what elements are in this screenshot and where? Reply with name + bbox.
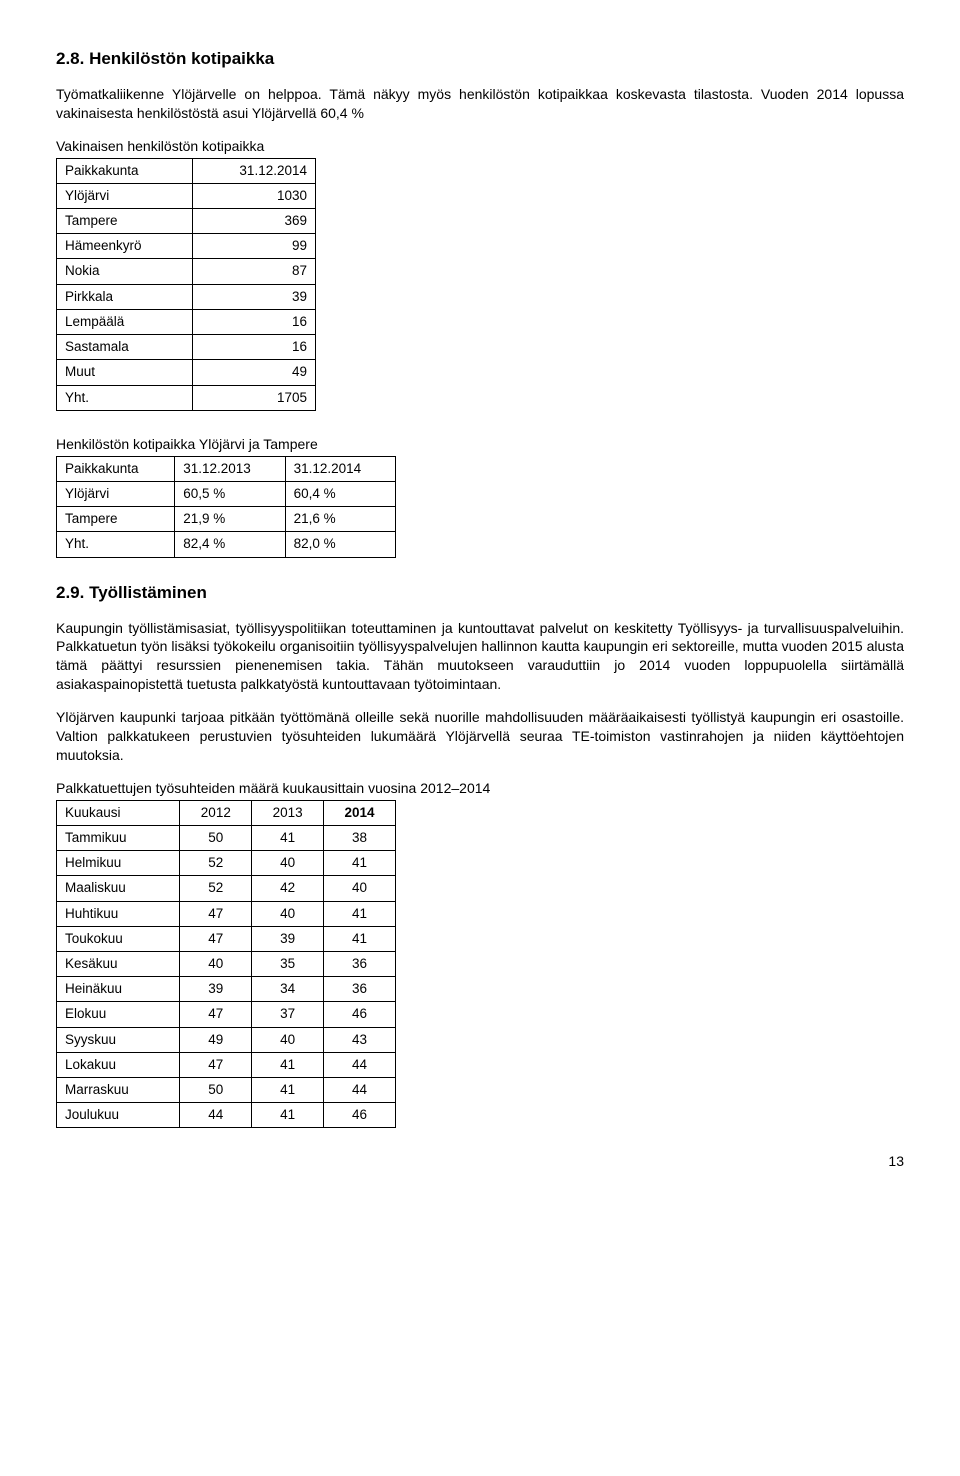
table-cell: 46 xyxy=(324,1103,396,1128)
table-cell: Maaliskuu xyxy=(57,876,180,901)
table-cell: Heinäkuu xyxy=(57,977,180,1002)
table-cell: Marraskuu xyxy=(57,1078,180,1103)
table-cell: 87 xyxy=(193,259,316,284)
page-number: 13 xyxy=(56,1152,904,1171)
table-cell: 46 xyxy=(324,1002,396,1027)
table-cell: Ylöjärvi xyxy=(57,183,193,208)
table-cell: 369 xyxy=(193,209,316,234)
table-cell: 40 xyxy=(324,876,396,901)
table-cell: 31.12.2013 xyxy=(175,456,285,481)
table-cell: Paikkakunta xyxy=(57,158,193,183)
table-kotipaikka: Paikkakunta31.12.2014Ylöjärvi1030Tampere… xyxy=(56,158,316,411)
table-cell: 31.12.2014 xyxy=(285,456,395,481)
table-cell: 44 xyxy=(180,1103,252,1128)
table-cell: 41 xyxy=(252,1078,324,1103)
table-cell: 1705 xyxy=(193,385,316,410)
table-cell: Hämeenkyrö xyxy=(57,234,193,259)
table-cell: 49 xyxy=(193,360,316,385)
table-header-cell: 2013 xyxy=(252,800,324,825)
table-cell: 43 xyxy=(324,1027,396,1052)
table-cell: Sastamala xyxy=(57,335,193,360)
section-heading-29: 2.9. Työllistäminen xyxy=(56,582,904,605)
table-monthly: Kuukausi201220132014Tammikuu504138Helmik… xyxy=(56,800,396,1129)
table-cell: 99 xyxy=(193,234,316,259)
table-cell: Ylöjärvi xyxy=(57,481,175,506)
table-cell: 40 xyxy=(180,951,252,976)
table-cell: 40 xyxy=(252,901,324,926)
table-cell: Lempäälä xyxy=(57,309,193,334)
table-cell: 41 xyxy=(324,851,396,876)
table-cell: 52 xyxy=(180,851,252,876)
table2-caption: Henkilöstön kotipaikka Ylöjärvi ja Tampe… xyxy=(56,435,904,454)
table-cell: Huhtikuu xyxy=(57,901,180,926)
table-cell: Muut xyxy=(57,360,193,385)
table-cell: Syyskuu xyxy=(57,1027,180,1052)
table-cell: 21,9 % xyxy=(175,507,285,532)
table-cell: 36 xyxy=(324,977,396,1002)
table-cell: 47 xyxy=(180,1052,252,1077)
table-cell: 40 xyxy=(252,1027,324,1052)
table-cell: 60,4 % xyxy=(285,481,395,506)
table-cell: 41 xyxy=(252,825,324,850)
section-heading-28: 2.8. Henkilöstön kotipaikka xyxy=(56,48,904,71)
table-header-cell: Kuukausi xyxy=(57,800,180,825)
table-cell: 41 xyxy=(252,1052,324,1077)
table-cell: 52 xyxy=(180,876,252,901)
table-cell: Yht. xyxy=(57,532,175,557)
table-cell: 39 xyxy=(193,284,316,309)
table-header-cell: 2012 xyxy=(180,800,252,825)
table-cell: 31.12.2014 xyxy=(193,158,316,183)
table-cell: Nokia xyxy=(57,259,193,284)
table-cell: 40 xyxy=(252,851,324,876)
table-cell: 16 xyxy=(193,309,316,334)
table-cell: 82,0 % xyxy=(285,532,395,557)
table-cell: Pirkkala xyxy=(57,284,193,309)
table-cell: 44 xyxy=(324,1052,396,1077)
table-cell: Toukokuu xyxy=(57,926,180,951)
section28-para1: Työmatkaliikenne Ylöjärvelle on helppoa.… xyxy=(56,85,904,123)
table-header-cell: 2014 xyxy=(324,800,396,825)
table3-caption: Palkkatuettujen työsuhteiden määrä kuuka… xyxy=(56,779,904,798)
table-cell: 34 xyxy=(252,977,324,1002)
table-cell: 39 xyxy=(180,977,252,1002)
table-cell: 36 xyxy=(324,951,396,976)
table-cell: 44 xyxy=(324,1078,396,1103)
table-cell: 41 xyxy=(252,1103,324,1128)
table-cell: 50 xyxy=(180,825,252,850)
table-cell: Lokakuu xyxy=(57,1052,180,1077)
table-cell: Helmikuu xyxy=(57,851,180,876)
table-cell: Kesäkuu xyxy=(57,951,180,976)
table-cell: 47 xyxy=(180,1002,252,1027)
table-cell: Elokuu xyxy=(57,1002,180,1027)
table-cell: 60,5 % xyxy=(175,481,285,506)
section29-para2: Ylöjärven kaupunki tarjoaa pitkään tyött… xyxy=(56,708,904,765)
table-cell: 35 xyxy=(252,951,324,976)
table-cell: 38 xyxy=(324,825,396,850)
table1-caption: Vakinaisen henkilöstön kotipaikka xyxy=(56,137,904,156)
table-cell: Tampere xyxy=(57,209,193,234)
table-cell: Tammikuu xyxy=(57,825,180,850)
table-cell: Joulukuu xyxy=(57,1103,180,1128)
table-cell: Paikkakunta xyxy=(57,456,175,481)
table-cell: 50 xyxy=(180,1078,252,1103)
table-cell: 21,6 % xyxy=(285,507,395,532)
table-cell: 47 xyxy=(180,926,252,951)
table-cell: 47 xyxy=(180,901,252,926)
table-cell: Yht. xyxy=(57,385,193,410)
table-kotipaikka-pct: Paikkakunta31.12.201331.12.2014Ylöjärvi6… xyxy=(56,456,396,558)
table-cell: 39 xyxy=(252,926,324,951)
table-cell: Tampere xyxy=(57,507,175,532)
table-cell: 82,4 % xyxy=(175,532,285,557)
table-cell: 41 xyxy=(324,926,396,951)
table-cell: 41 xyxy=(324,901,396,926)
table-cell: 16 xyxy=(193,335,316,360)
table-cell: 42 xyxy=(252,876,324,901)
table-cell: 37 xyxy=(252,1002,324,1027)
table-cell: 1030 xyxy=(193,183,316,208)
section29-para1: Kaupungin työllistämisasiat, työllisyysp… xyxy=(56,619,904,695)
table-cell: 49 xyxy=(180,1027,252,1052)
